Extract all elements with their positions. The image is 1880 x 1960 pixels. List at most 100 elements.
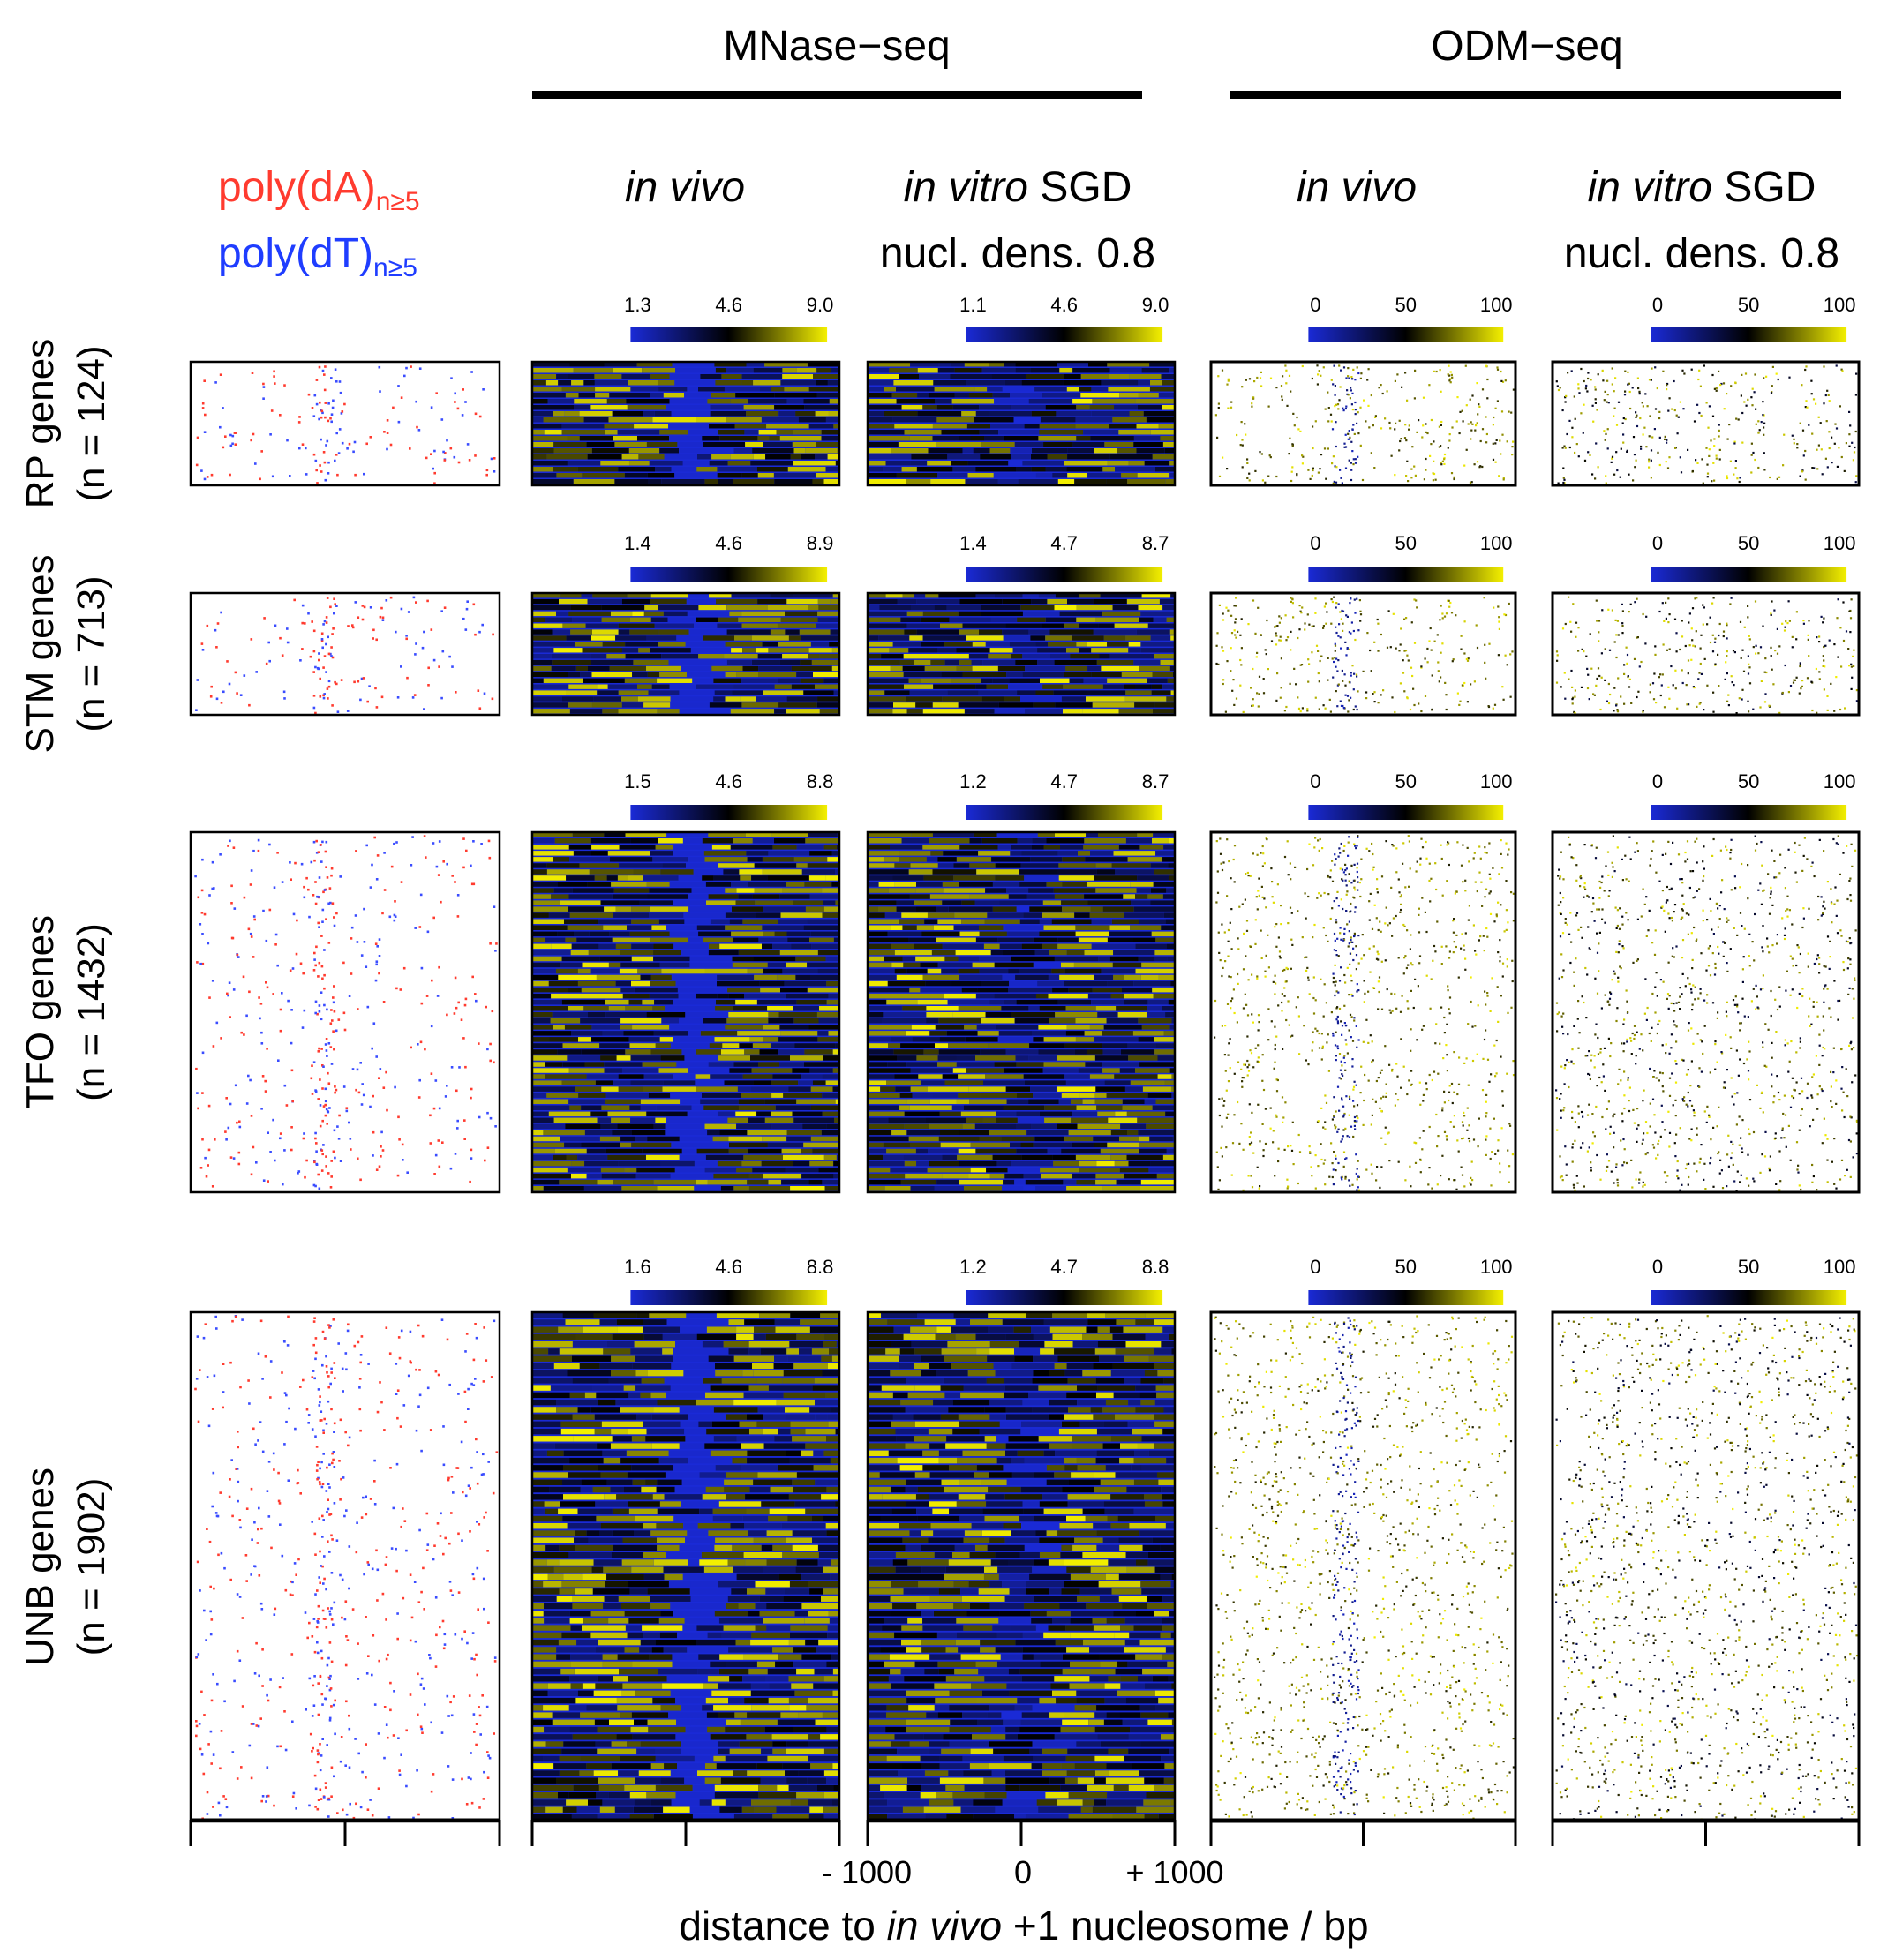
odm-dot [1370, 670, 1372, 672]
odm-dot [1587, 377, 1590, 380]
heatmap-cell [650, 593, 689, 598]
heatmap-cell [1004, 696, 1020, 702]
heatmap-cell [647, 672, 660, 678]
odm-dot [1357, 455, 1359, 458]
heatmap-cell [1128, 648, 1141, 653]
poly-dot [396, 1174, 400, 1177]
heatmap-cell [902, 1006, 927, 1011]
poly-dot [267, 1180, 269, 1183]
odm-dot [1373, 701, 1376, 703]
poly-dot [215, 1021, 219, 1025]
heatmap-cell [597, 690, 619, 695]
heatmap-cell [577, 467, 619, 472]
heatmap-cell [868, 987, 910, 993]
heatmap-cell [868, 906, 879, 912]
poly-dot [324, 365, 327, 368]
odm-dot [1706, 472, 1710, 475]
odm-dot [1599, 708, 1602, 711]
odm-dot [1380, 694, 1382, 696]
odm-dot [1380, 384, 1382, 387]
heatmap-cell [663, 393, 685, 398]
poly-dot [375, 963, 378, 966]
odm-dot [1705, 402, 1708, 404]
odm-dot [1290, 597, 1292, 599]
poly-dot [230, 902, 233, 905]
poly-dot [412, 596, 416, 599]
heatmap-cell [1087, 642, 1107, 647]
odm-dot [1627, 383, 1629, 386]
heatmap-cell [615, 943, 632, 950]
odm-dot [1262, 692, 1266, 695]
poly-dot [389, 596, 393, 599]
poly-dot [264, 1079, 267, 1083]
poly-dot [457, 1001, 460, 1004]
heatmap-cell [868, 635, 879, 641]
heatmap-cell [868, 393, 892, 398]
heatmap-cell [1048, 993, 1088, 999]
heatmap-cell [1152, 1105, 1175, 1110]
heatmap-cell [947, 690, 979, 695]
odm-dot [1269, 377, 1273, 379]
odm-dot [1681, 669, 1683, 672]
poly-dot [360, 677, 364, 680]
heatmap-cell [657, 709, 680, 714]
row-0: RP genes (n = 124)1.3 4.6 9.0 1.1 4.6 9.0 0 50 10… [19, 294, 1861, 508]
odm-dot [1440, 424, 1442, 426]
heatmap-cell [768, 1018, 794, 1024]
heatmap-cell [669, 374, 701, 379]
odm-dot [1330, 379, 1333, 381]
heatmap-cell [758, 1062, 779, 1067]
heatmap-cell [640, 1105, 657, 1110]
odm-dot [1256, 651, 1259, 654]
odm-dot [1713, 438, 1716, 440]
odm-dot [1267, 668, 1269, 671]
odm-dot [1245, 1003, 1248, 1006]
heatmap-cell [992, 1154, 1022, 1160]
heatmap-cell [1137, 1117, 1175, 1123]
heatmap-cell [568, 374, 595, 379]
heatmap-cell [1028, 399, 1073, 404]
heatmap-cell [635, 1136, 648, 1142]
heatmap-cell [1167, 956, 1175, 962]
odm-dot [1636, 695, 1638, 699]
poly-dot [211, 980, 214, 982]
odm-dot [1801, 470, 1804, 473]
heatmap-cell [756, 467, 788, 472]
odm-dot [1342, 407, 1344, 409]
heatmap-cell [748, 1186, 791, 1191]
heatmap-cell [771, 1043, 795, 1048]
heatmap-cell [868, 894, 910, 899]
poly-dot [316, 1012, 319, 1016]
heatmap-cell [911, 461, 928, 466]
odm-dot [1396, 1075, 1399, 1078]
poly-dot [443, 459, 447, 462]
odm-dot [1557, 388, 1560, 392]
odm-dot [1615, 451, 1618, 454]
heatmap-cell [1065, 1006, 1096, 1011]
heatmap-cell [1154, 956, 1168, 962]
odm-dot [1810, 393, 1813, 395]
odm-dot [1626, 450, 1628, 453]
heatmap-cell [1092, 702, 1135, 708]
heatmap-cell [969, 393, 993, 398]
heatmap-cell [816, 702, 839, 708]
poly-dot [386, 432, 389, 434]
heatmap-cell [591, 672, 605, 678]
heatmap-cell [807, 919, 839, 924]
heatmap-cell [925, 980, 952, 987]
poly-dot [203, 477, 207, 481]
heatmap-cell [1138, 1130, 1175, 1136]
heatmap-cell [896, 399, 936, 404]
heatmap-cell [996, 1111, 1017, 1117]
poly-dot [314, 964, 317, 967]
poly-dot [245, 1102, 249, 1105]
heatmap-cell [1086, 832, 1098, 837]
odm-dot [1357, 432, 1360, 435]
heatmap-cell [633, 869, 661, 875]
odm-dot [1674, 447, 1677, 449]
odm-dot [1252, 704, 1254, 707]
heatmap-cell [608, 1006, 626, 1011]
heatmap-cell [1157, 1055, 1175, 1061]
heatmap-cell [654, 623, 694, 628]
heatmap-cell [1109, 956, 1139, 962]
